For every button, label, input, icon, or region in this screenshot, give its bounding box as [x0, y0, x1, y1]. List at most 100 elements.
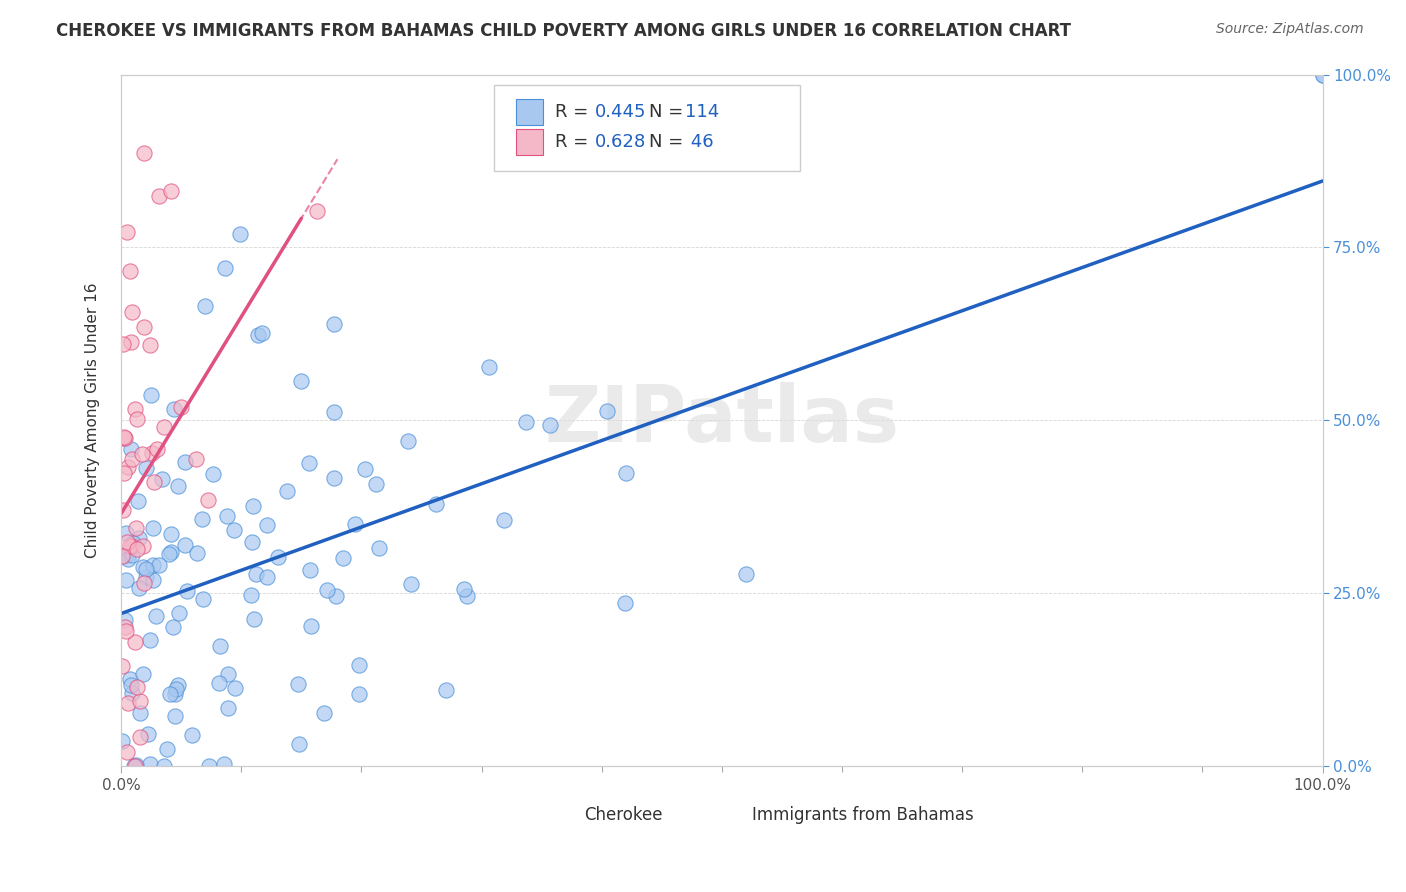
Point — [124, 758, 146, 772]
Point — [132, 666, 155, 681]
Point — [129, 706, 152, 720]
Point — [245, 566, 267, 581]
Point — [162, 402, 184, 417]
Point — [174, 455, 197, 469]
Point — [134, 319, 156, 334]
Point — [131, 540, 153, 554]
Point — [307, 203, 329, 218]
Point — [114, 620, 136, 634]
Point — [124, 635, 146, 649]
Text: Immigrants from Bahamas: Immigrants from Bahamas — [752, 805, 973, 824]
Point — [111, 659, 134, 673]
Point — [298, 563, 321, 577]
Point — [115, 535, 138, 549]
Point — [120, 334, 142, 349]
Point — [453, 582, 475, 597]
FancyBboxPatch shape — [716, 802, 745, 828]
FancyBboxPatch shape — [516, 99, 543, 125]
Point — [114, 624, 136, 639]
Point — [120, 678, 142, 692]
Point — [614, 467, 637, 481]
Point — [159, 527, 181, 541]
Text: 46: 46 — [685, 133, 713, 152]
Point — [143, 475, 166, 489]
Point — [156, 742, 179, 756]
Point — [212, 756, 235, 771]
Point — [115, 745, 138, 759]
Point — [613, 597, 636, 611]
Point — [121, 548, 143, 562]
Point — [222, 524, 245, 538]
Point — [173, 538, 195, 552]
Point — [478, 359, 501, 374]
Point — [135, 562, 157, 576]
Point — [117, 459, 139, 474]
Point — [159, 687, 181, 701]
Point — [538, 418, 561, 433]
Point — [181, 728, 204, 742]
Point — [239, 587, 262, 601]
Point — [146, 442, 169, 456]
Point — [111, 431, 134, 445]
Point — [208, 675, 231, 690]
Point — [242, 535, 264, 549]
Text: 0.628: 0.628 — [595, 133, 645, 152]
Text: 114: 114 — [685, 103, 718, 120]
Point — [190, 512, 212, 526]
Point — [128, 532, 150, 546]
Point — [165, 681, 187, 696]
Point — [208, 640, 231, 654]
Point — [162, 619, 184, 633]
Point — [127, 494, 149, 508]
Point — [214, 261, 236, 276]
Point — [111, 734, 134, 748]
Point — [114, 431, 136, 445]
Point — [142, 558, 165, 572]
Point — [197, 492, 219, 507]
Point — [114, 613, 136, 627]
Point — [735, 566, 758, 581]
Point — [596, 403, 619, 417]
Point — [299, 619, 322, 633]
Point — [298, 455, 321, 469]
Point — [167, 607, 190, 621]
Point — [157, 547, 180, 561]
Point — [128, 581, 150, 595]
Point — [131, 447, 153, 461]
Point — [1312, 68, 1334, 82]
Point — [142, 521, 165, 535]
Point — [229, 227, 252, 241]
Point — [139, 633, 162, 648]
Point — [139, 388, 162, 402]
Point — [396, 434, 419, 449]
Point — [135, 569, 157, 583]
Point — [202, 467, 225, 482]
Point — [139, 337, 162, 351]
Point — [217, 667, 239, 681]
Point — [121, 539, 143, 553]
Text: R =: R = — [555, 103, 593, 120]
Point — [121, 686, 143, 700]
Point — [134, 145, 156, 160]
Text: Source: ZipAtlas.com: Source: ZipAtlas.com — [1216, 22, 1364, 37]
Point — [256, 518, 278, 533]
Point — [456, 589, 478, 603]
Point — [434, 683, 457, 698]
Point — [323, 317, 346, 331]
Text: N =: N = — [648, 103, 689, 120]
Point — [159, 184, 181, 198]
FancyBboxPatch shape — [516, 129, 543, 155]
Point — [167, 479, 190, 493]
Point — [242, 500, 264, 514]
Point — [176, 583, 198, 598]
Point — [215, 508, 238, 523]
Point — [347, 687, 370, 701]
Point — [353, 462, 375, 476]
Point — [148, 188, 170, 202]
Point — [132, 576, 155, 591]
Point — [191, 591, 214, 606]
Point — [117, 547, 139, 561]
Point — [117, 696, 139, 710]
Text: N =: N = — [648, 133, 689, 152]
FancyBboxPatch shape — [548, 802, 576, 828]
